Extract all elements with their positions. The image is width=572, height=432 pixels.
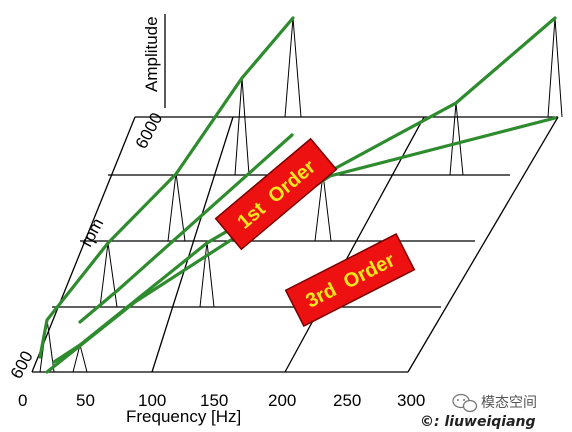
frequency-axis-title: Frequency [Hz]	[126, 407, 241, 426]
peak	[547, 17, 563, 118]
order-line-3x-b	[78, 133, 294, 324]
amplitude-axis-title: Amplitude	[142, 16, 161, 92]
order-label-3rd: 3rd Order	[284, 233, 416, 327]
rpm-tick-label: 600	[7, 348, 37, 382]
order-label-1st: 1st Order	[214, 137, 338, 251]
watermark-url: ©: liuweiqiang	[420, 414, 536, 430]
order-label-box	[284, 233, 416, 327]
order-line-1x	[38, 16, 295, 359]
rpm-tick-label: 6000	[132, 110, 167, 152]
freq-col-300	[407, 116, 559, 373]
frequency-tick-label: 300	[397, 391, 425, 410]
frequency-tick-label: 150	[200, 391, 228, 410]
watermark-name: 模态空间	[481, 395, 537, 411]
peak	[234, 77, 250, 176]
frequency-tick-label: 0	[18, 391, 27, 410]
frequency-tick-label: 50	[76, 391, 95, 410]
freq-col-100	[151, 116, 234, 373]
wechat-icon	[452, 393, 478, 413]
order-label-box	[214, 137, 338, 251]
frequency-tick-label: 200	[268, 391, 296, 410]
freq-col-0	[31, 116, 136, 373]
peak	[284, 17, 302, 118]
freq-col-200	[284, 116, 425, 373]
watermark: 模态空间 ©: liuweiqiang	[420, 393, 537, 430]
peak	[449, 102, 464, 176]
frequency-tick-label: 100	[138, 391, 166, 410]
rpm-axis-title: rpm	[77, 215, 108, 250]
frequency-tick-label: 250	[333, 391, 361, 410]
